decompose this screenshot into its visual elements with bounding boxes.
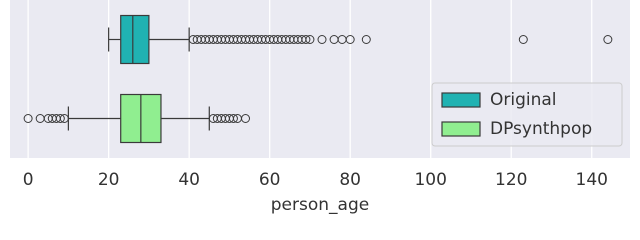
x-tick-label: 100	[414, 170, 446, 190]
x-axis-label: person_age	[271, 195, 369, 215]
outlier	[59, 114, 69, 123]
x-tick-label: 80	[339, 170, 361, 190]
x-tick-label: 60	[259, 170, 281, 190]
outlier	[317, 35, 327, 44]
x-tick-label: 0	[23, 170, 34, 190]
outlier	[361, 35, 371, 44]
outlier	[301, 35, 311, 44]
outlier	[305, 35, 315, 44]
outlier	[55, 114, 65, 123]
x-tick-label: 140	[576, 170, 608, 190]
outlier	[603, 35, 613, 44]
outlier	[345, 35, 355, 44]
legend-label: Original	[490, 90, 557, 110]
x-tick-label: 40	[178, 170, 200, 190]
legend-swatch	[441, 92, 481, 108]
x-tick-label: 20	[98, 170, 120, 190]
outlier	[518, 35, 528, 44]
chart: person_age 0 20 40 60 80 100 120 140 Original DPs…	[10, 0, 630, 215]
outlier	[23, 114, 33, 123]
legend-label: DPsynthpop	[490, 119, 592, 139]
box	[120, 14, 150, 65]
x-tick-label: 120	[495, 170, 527, 190]
legend-swatch	[441, 121, 481, 137]
outlier	[241, 114, 251, 123]
outlier	[228, 114, 238, 123]
